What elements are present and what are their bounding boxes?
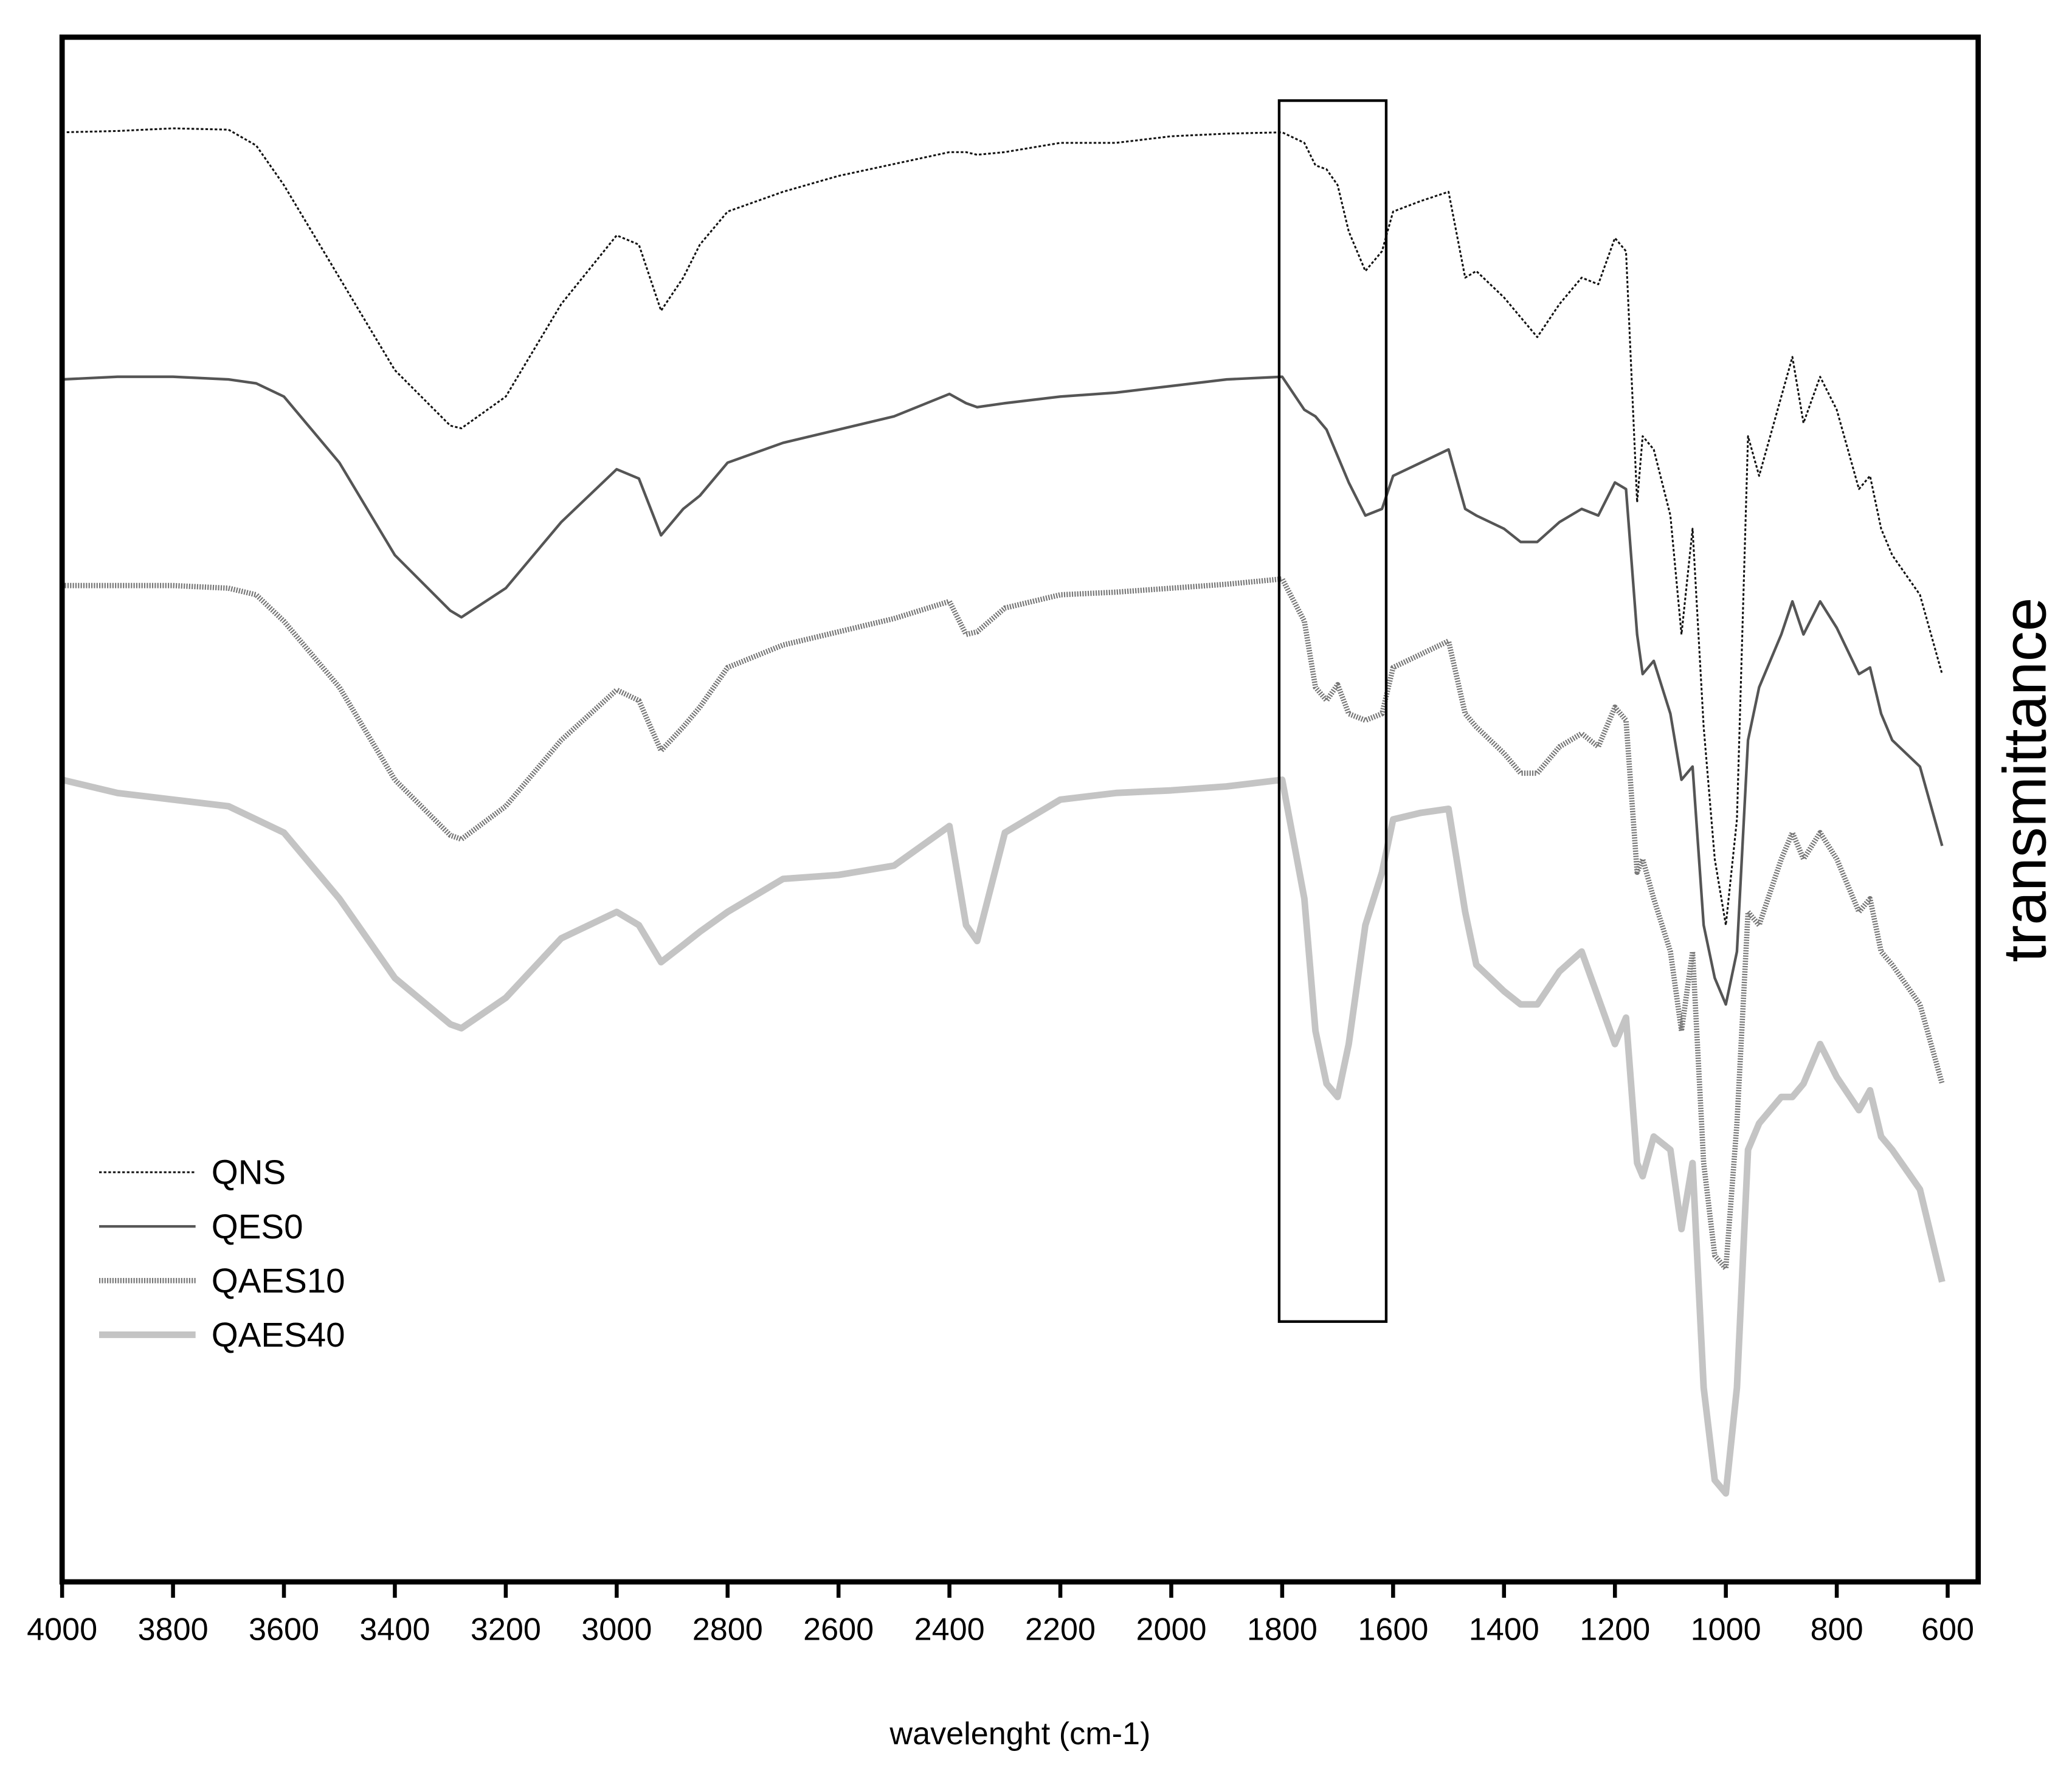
legend-label: QAES40 xyxy=(212,1316,345,1354)
x-tick-label: 1600 xyxy=(1358,1612,1428,1648)
series-line xyxy=(62,127,1943,927)
legend-label: QNS xyxy=(212,1153,286,1192)
x-tick-label: 3800 xyxy=(138,1612,209,1648)
x-tick-label: 1000 xyxy=(1691,1612,1761,1648)
y-axis-label: transmittance xyxy=(1991,598,2059,962)
x-tick-label: 3600 xyxy=(249,1612,319,1648)
x-tick-label: 3200 xyxy=(471,1612,541,1648)
x-tick-label: 2600 xyxy=(803,1612,874,1648)
series-line xyxy=(62,375,1944,1006)
x-tick-label: 600 xyxy=(1921,1612,1974,1648)
series-line xyxy=(62,576,1945,1272)
x-tick-label: 2400 xyxy=(914,1612,985,1648)
plot-frame xyxy=(59,34,1981,1585)
x-tick-label: 1800 xyxy=(1247,1612,1317,1648)
x-tick-label: 800 xyxy=(1811,1612,1863,1648)
x-tick-label: 2200 xyxy=(1025,1612,1096,1648)
x-tick-label: 3000 xyxy=(581,1612,652,1648)
x-tick-label: 2800 xyxy=(692,1612,763,1648)
x-axis-label: wavelenght (cm-1) xyxy=(889,1716,1150,1752)
x-tick-label: 1200 xyxy=(1580,1612,1650,1648)
legend-label: QAES10 xyxy=(212,1262,345,1300)
series-line xyxy=(61,776,1946,1497)
highlight-box xyxy=(1277,99,1388,1323)
legend-label: QES0 xyxy=(212,1207,303,1246)
x-tick-label: 1400 xyxy=(1469,1612,1539,1648)
x-tick-label: 4000 xyxy=(27,1612,97,1648)
x-tick-label: 3400 xyxy=(359,1612,430,1648)
x-tick-label: 2000 xyxy=(1136,1612,1206,1648)
